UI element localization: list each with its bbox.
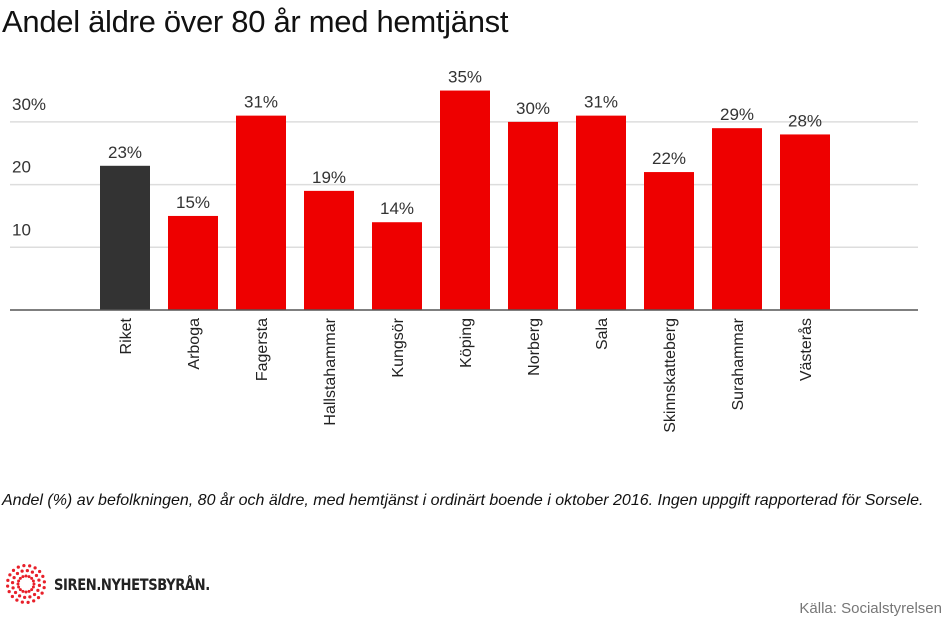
logo-dot bbox=[30, 576, 34, 580]
logo-dot bbox=[6, 584, 10, 588]
logo-dot bbox=[27, 589, 31, 593]
logo-dot bbox=[17, 594, 22, 598]
logo-dot bbox=[25, 568, 29, 573]
logo-dot bbox=[10, 581, 15, 585]
bar-kungsör bbox=[372, 222, 422, 310]
logo-dot bbox=[17, 585, 21, 589]
logo-dot bbox=[24, 590, 28, 594]
chart-title: Andel äldre över 80 år med hemtjänst bbox=[2, 4, 509, 39]
logo-dot bbox=[21, 589, 25, 593]
logo-text: SIREN.NYHETSBYRÅN. bbox=[54, 574, 210, 594]
data-label: 22% bbox=[652, 149, 686, 168]
logo-dot bbox=[31, 579, 35, 583]
data-label: 23% bbox=[108, 143, 142, 162]
logo-dot bbox=[40, 591, 44, 595]
data-label: 28% bbox=[788, 111, 822, 130]
bar-västerås bbox=[780, 134, 830, 310]
y-tick-label: 20 bbox=[12, 158, 31, 177]
y-tick-label: 10 bbox=[12, 220, 31, 239]
logo-dot bbox=[10, 594, 14, 599]
x-tick-label: Hallstahammar bbox=[322, 317, 339, 425]
logo-dot bbox=[36, 596, 41, 600]
x-tick-label: Norberg bbox=[526, 318, 543, 376]
bar-surahammar bbox=[712, 128, 762, 310]
logo-dot bbox=[11, 568, 16, 572]
data-labels: 23% 15% 31% 19% 14% 35% 30% 31% 22% 29% 28% bbox=[108, 68, 822, 219]
logo-dot bbox=[23, 595, 27, 600]
logo-dot bbox=[32, 599, 36, 603]
data-label: 30% bbox=[516, 99, 550, 118]
x-tick-label: Arboga bbox=[186, 318, 203, 370]
y-tick-label: 30% bbox=[12, 95, 46, 114]
logo-dot bbox=[28, 595, 32, 599]
logo-dot bbox=[8, 573, 12, 577]
logo-dot bbox=[30, 588, 34, 592]
x-tick-label: Skinnskatteberg bbox=[662, 318, 679, 433]
siren-logo: SIREN.NYHETSBYRÅN. bbox=[6, 564, 244, 604]
logo-dot bbox=[42, 580, 46, 584]
logo-dot bbox=[24, 574, 28, 578]
logo-dot bbox=[32, 592, 37, 597]
logo-dot bbox=[41, 574, 45, 578]
data-label: 31% bbox=[584, 93, 618, 112]
logo-dot bbox=[30, 570, 35, 574]
data-label: 31% bbox=[244, 93, 278, 112]
data-label: 29% bbox=[720, 105, 754, 124]
logo-dot bbox=[11, 586, 15, 590]
x-tick-label: Västerås bbox=[797, 318, 815, 381]
logo-dot bbox=[12, 575, 16, 580]
logo-dot bbox=[16, 565, 20, 569]
bar-riket bbox=[100, 165, 150, 310]
logo-dot bbox=[36, 588, 40, 593]
bar-sala bbox=[576, 115, 626, 310]
logo-dot bbox=[6, 578, 10, 582]
logo-dot bbox=[20, 600, 24, 604]
x-tick-label: Fagersta bbox=[254, 318, 271, 381]
logo-dot bbox=[18, 588, 22, 592]
logo-dot bbox=[15, 598, 19, 602]
logo-dot bbox=[17, 579, 21, 583]
logo-dot bbox=[20, 569, 24, 573]
logo-dot bbox=[38, 569, 42, 574]
logo-dot bbox=[7, 590, 11, 594]
logo-dot bbox=[21, 575, 25, 579]
logo-dot bbox=[28, 564, 32, 568]
logo-dot bbox=[15, 571, 20, 576]
logo-dot bbox=[37, 583, 42, 587]
bar-skinnskatteberg bbox=[644, 172, 694, 310]
bars bbox=[100, 90, 830, 311]
x-axis-ticks: Riket Arboga Fagersta Hallstahammar Kungsör K… bbox=[118, 317, 815, 432]
logo-dot bbox=[32, 582, 36, 586]
bar-norberg bbox=[508, 121, 558, 311]
logo-dot bbox=[26, 600, 30, 604]
logo-dot bbox=[34, 573, 39, 578]
bar-fagersta bbox=[236, 115, 286, 310]
logo-dot bbox=[42, 586, 46, 590]
data-label: 35% bbox=[448, 68, 482, 87]
logo-dot bbox=[16, 582, 20, 586]
logo-dot bbox=[37, 578, 41, 582]
logo-dot bbox=[33, 566, 37, 570]
chart-caption: Andel (%) av befolkningen, 80 år och äld… bbox=[2, 492, 924, 509]
source-text: Källa: Socialstyrelsen bbox=[799, 600, 942, 617]
logo-dot bbox=[27, 575, 31, 579]
logo-dot bbox=[31, 585, 35, 589]
logo-dot bbox=[18, 576, 22, 580]
logo-dot bbox=[13, 590, 18, 595]
y-axis-ticks: 10 20 30% bbox=[12, 95, 46, 239]
x-tick-label: Köping bbox=[458, 318, 475, 368]
bar-chart: 10 20 30% 23% 15% 31% 19% 14% 35% 30% 31% 22% 29% 28… bbox=[10, 68, 918, 433]
x-tick-label: Kungsör bbox=[390, 317, 407, 377]
data-label: 14% bbox=[380, 199, 414, 218]
logo-dot bbox=[22, 564, 26, 568]
data-label: 19% bbox=[312, 168, 346, 187]
x-tick-label: Riket bbox=[118, 317, 135, 354]
x-tick-label: Surahammar bbox=[730, 317, 747, 410]
siren-logo-icon bbox=[6, 564, 46, 604]
bar-köping bbox=[440, 90, 490, 310]
bar-arboga bbox=[168, 215, 218, 310]
data-label: 15% bbox=[176, 193, 210, 212]
bar-hallstahammar bbox=[304, 190, 354, 310]
x-tick-label: Sala bbox=[594, 318, 611, 350]
